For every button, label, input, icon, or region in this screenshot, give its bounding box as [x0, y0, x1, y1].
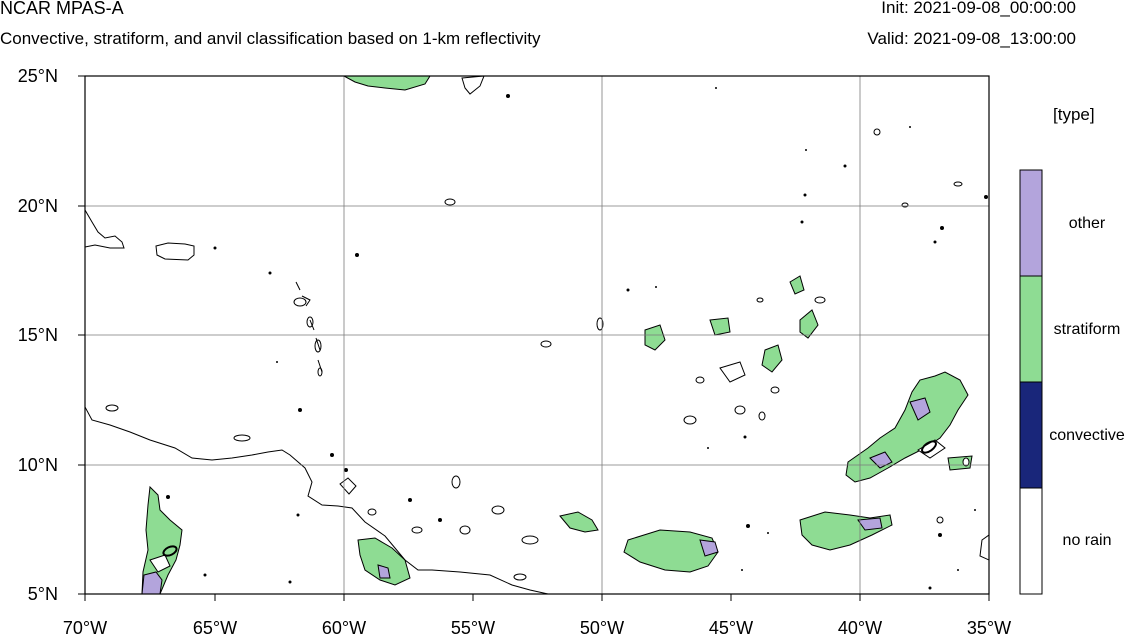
- legend-label-convective: convective: [1049, 427, 1125, 444]
- lon-label: 55°W: [451, 618, 495, 638]
- coastline-trinidad: [339, 477, 357, 495]
- lon-label: 65°W: [193, 618, 237, 638]
- coastline-puerto-rico: [155, 242, 195, 261]
- precip-blob: [709, 317, 731, 336]
- lat-label: 15°N: [18, 325, 58, 345]
- lon-label: 50°W: [580, 618, 624, 638]
- precip-blob: [799, 309, 819, 339]
- axis-ticks: [78, 75, 990, 601]
- precip-blob: [357, 537, 411, 586]
- lat-label: 10°N: [18, 455, 58, 475]
- precip-blob: [623, 529, 719, 573]
- precip-blob: [845, 371, 969, 483]
- lon-label: 45°W: [709, 618, 753, 638]
- precip-blob: [921, 440, 937, 454]
- lat-label: 20°N: [18, 196, 58, 216]
- precip-blob: [979, 534, 989, 561]
- legend-colorbar: [1019, 169, 1043, 595]
- lon-label: 70°W: [63, 618, 107, 638]
- precip-blob: [857, 517, 883, 531]
- precip-blob: [141, 571, 163, 594]
- precip-blob: [141, 485, 183, 594]
- precip-blob: [699, 539, 719, 557]
- coastlines: [85, 209, 549, 594]
- coastline-hispaniola: [85, 209, 125, 249]
- figure-subtitle: Convective, stratiform, and anvil classi…: [0, 29, 541, 48]
- legend-label-other: other: [1068, 215, 1106, 232]
- legend-swatch-other: [1019, 169, 1043, 277]
- precip-blob: [377, 564, 391, 579]
- precip-blob: [909, 397, 931, 421]
- lon-label: 35°W: [967, 618, 1011, 638]
- legend-swatch-convective: [1019, 381, 1043, 489]
- precip-blob: [644, 324, 666, 351]
- lon-label: 60°W: [322, 618, 366, 638]
- lon-label: 40°W: [838, 618, 882, 638]
- legend-swatch-no-rain: [1019, 487, 1043, 595]
- coastline-lesser-antilles: [295, 281, 323, 373]
- legend-swatch-stratiform: [1019, 275, 1043, 383]
- precip-blob: [343, 76, 431, 91]
- lat-label: 25°N: [18, 66, 58, 86]
- gridlines: [85, 76, 989, 594]
- legend-title: [type]: [1053, 105, 1095, 124]
- figure-title: NCAR MPAS-A: [0, 0, 124, 18]
- lat-label: 5°N: [28, 584, 58, 604]
- legend-label-stratiform: stratiform: [1053, 321, 1121, 338]
- precip-features: [141, 76, 989, 594]
- lon-labels: 70°W 65°W 60°W 55°W 50°W 45°W 40°W 35°W: [63, 618, 1011, 638]
- precip-blob: [461, 76, 485, 95]
- precip-blob: [789, 275, 805, 295]
- legend-label-no-rain: no rain: [1062, 532, 1112, 549]
- precip-blob: [719, 361, 746, 383]
- init-time: Init: 2021-09-08_00:00:00: [881, 0, 1076, 17]
- coastline-south-america: [85, 406, 549, 594]
- precip-blob: [761, 344, 783, 373]
- scattered-cells: [105, 128, 970, 581]
- precip-blob: [559, 511, 599, 533]
- precip-blob: [149, 554, 171, 573]
- valid-time: Valid: 2021-09-08_13:00:00: [867, 29, 1076, 48]
- lat-labels: 25°N 20°N 15°N 10°N 5°N: [18, 66, 58, 604]
- tiny-cells: [166, 87, 988, 590]
- precip-blob: [162, 545, 178, 557]
